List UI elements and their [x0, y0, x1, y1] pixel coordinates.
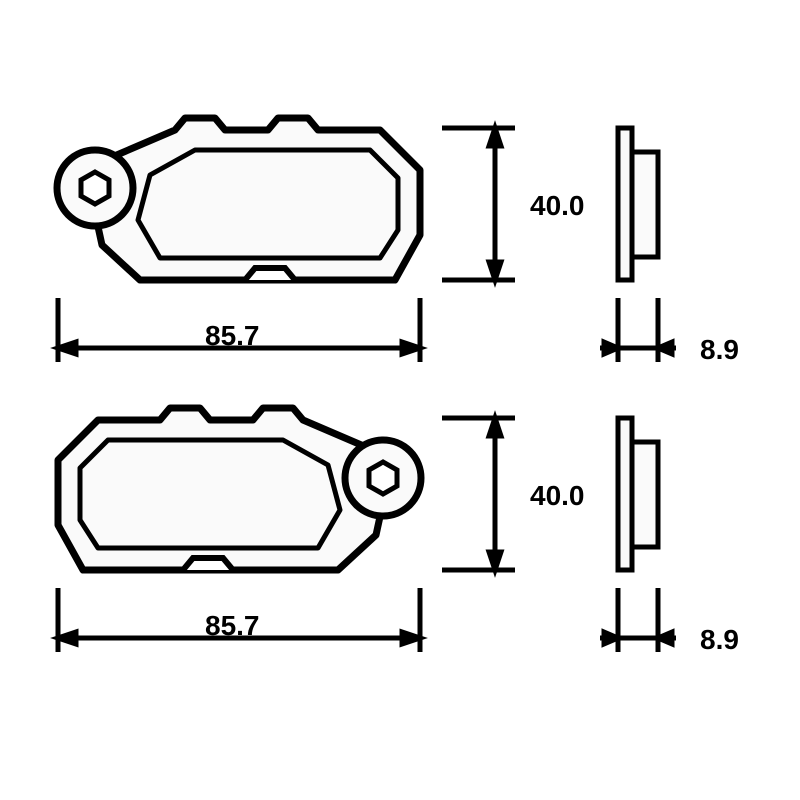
label-top-width: 85.7 — [205, 320, 260, 352]
dim-top-height — [442, 128, 515, 280]
pad-bottom-front — [58, 408, 421, 570]
diagram-stage: 40.0 85.7 8.9 40.0 85.7 8.9 — [0, 0, 800, 800]
dim-top-thick — [600, 298, 676, 362]
label-top-thickness: 8.9 — [700, 334, 739, 366]
pad-top-profile — [618, 128, 658, 280]
dim-bottom-thick — [600, 588, 676, 652]
pad-top-front — [57, 118, 420, 280]
label-bottom-height: 40.0 — [530, 480, 585, 512]
label-bottom-thickness: 8.9 — [700, 624, 739, 656]
dim-bottom-height — [442, 418, 515, 570]
label-bottom-width: 85.7 — [205, 610, 260, 642]
pad-bottom-profile — [618, 418, 658, 570]
label-top-height: 40.0 — [530, 190, 585, 222]
diagram-svg — [0, 0, 800, 800]
